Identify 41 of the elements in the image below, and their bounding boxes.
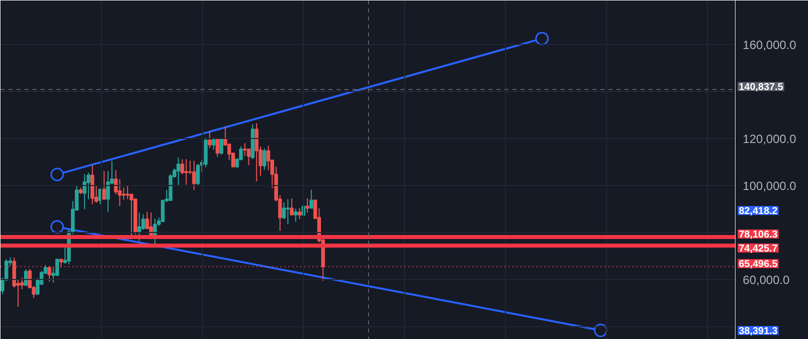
ref-line-label: 74,425.7	[738, 243, 778, 254]
text: 82,418.2	[738, 206, 778, 217]
y-tick-label: 60,000.0	[742, 273, 790, 288]
candlestick	[102, 170, 106, 200]
point	[535, 32, 549, 46]
candlestick	[294, 208, 298, 222]
y-tick-label: 100,000.0	[742, 179, 797, 194]
y-tick-label: 160,000.0	[742, 38, 797, 52]
candlestick	[254, 122, 258, 182]
candlestick	[137, 212, 142, 242]
candlestick	[306, 198, 310, 214]
candlestick	[184, 158, 188, 186]
candlestick	[282, 202, 286, 220]
candlestick	[90, 164, 94, 205]
candlestick	[242, 142, 247, 156]
candlestick	[48, 265, 52, 282]
candlestick	[196, 164, 200, 186]
point	[50, 220, 64, 234]
candlestick	[216, 138, 220, 158]
candlestick	[82, 174, 86, 210]
candlestick	[24, 268, 28, 286]
text: 38,391.3	[738, 326, 778, 337]
ref-line-label: 78,106.3	[738, 229, 778, 240]
candlestick	[126, 185, 130, 200]
candlestick	[262, 148, 266, 170]
candlestick	[192, 160, 196, 190]
candlestick	[290, 198, 294, 216]
candlestick	[208, 130, 212, 149]
candlestick	[298, 208, 302, 220]
ref-line-label: 140,837.5	[738, 82, 784, 94]
point	[50, 168, 64, 182]
candlestick	[212, 137, 216, 150]
y-tick-label: 120,000.0	[742, 132, 797, 146]
candlestick	[122, 187, 126, 200]
candlestick	[176, 157, 180, 186]
ref-line-label: 65,496.5	[738, 259, 778, 270]
candlestick	[286, 198, 290, 225]
candlestick	[266, 145, 270, 171]
candlestick	[204, 137, 208, 168]
candlestick	[220, 138, 224, 156]
candlestick	[309, 189, 314, 210]
